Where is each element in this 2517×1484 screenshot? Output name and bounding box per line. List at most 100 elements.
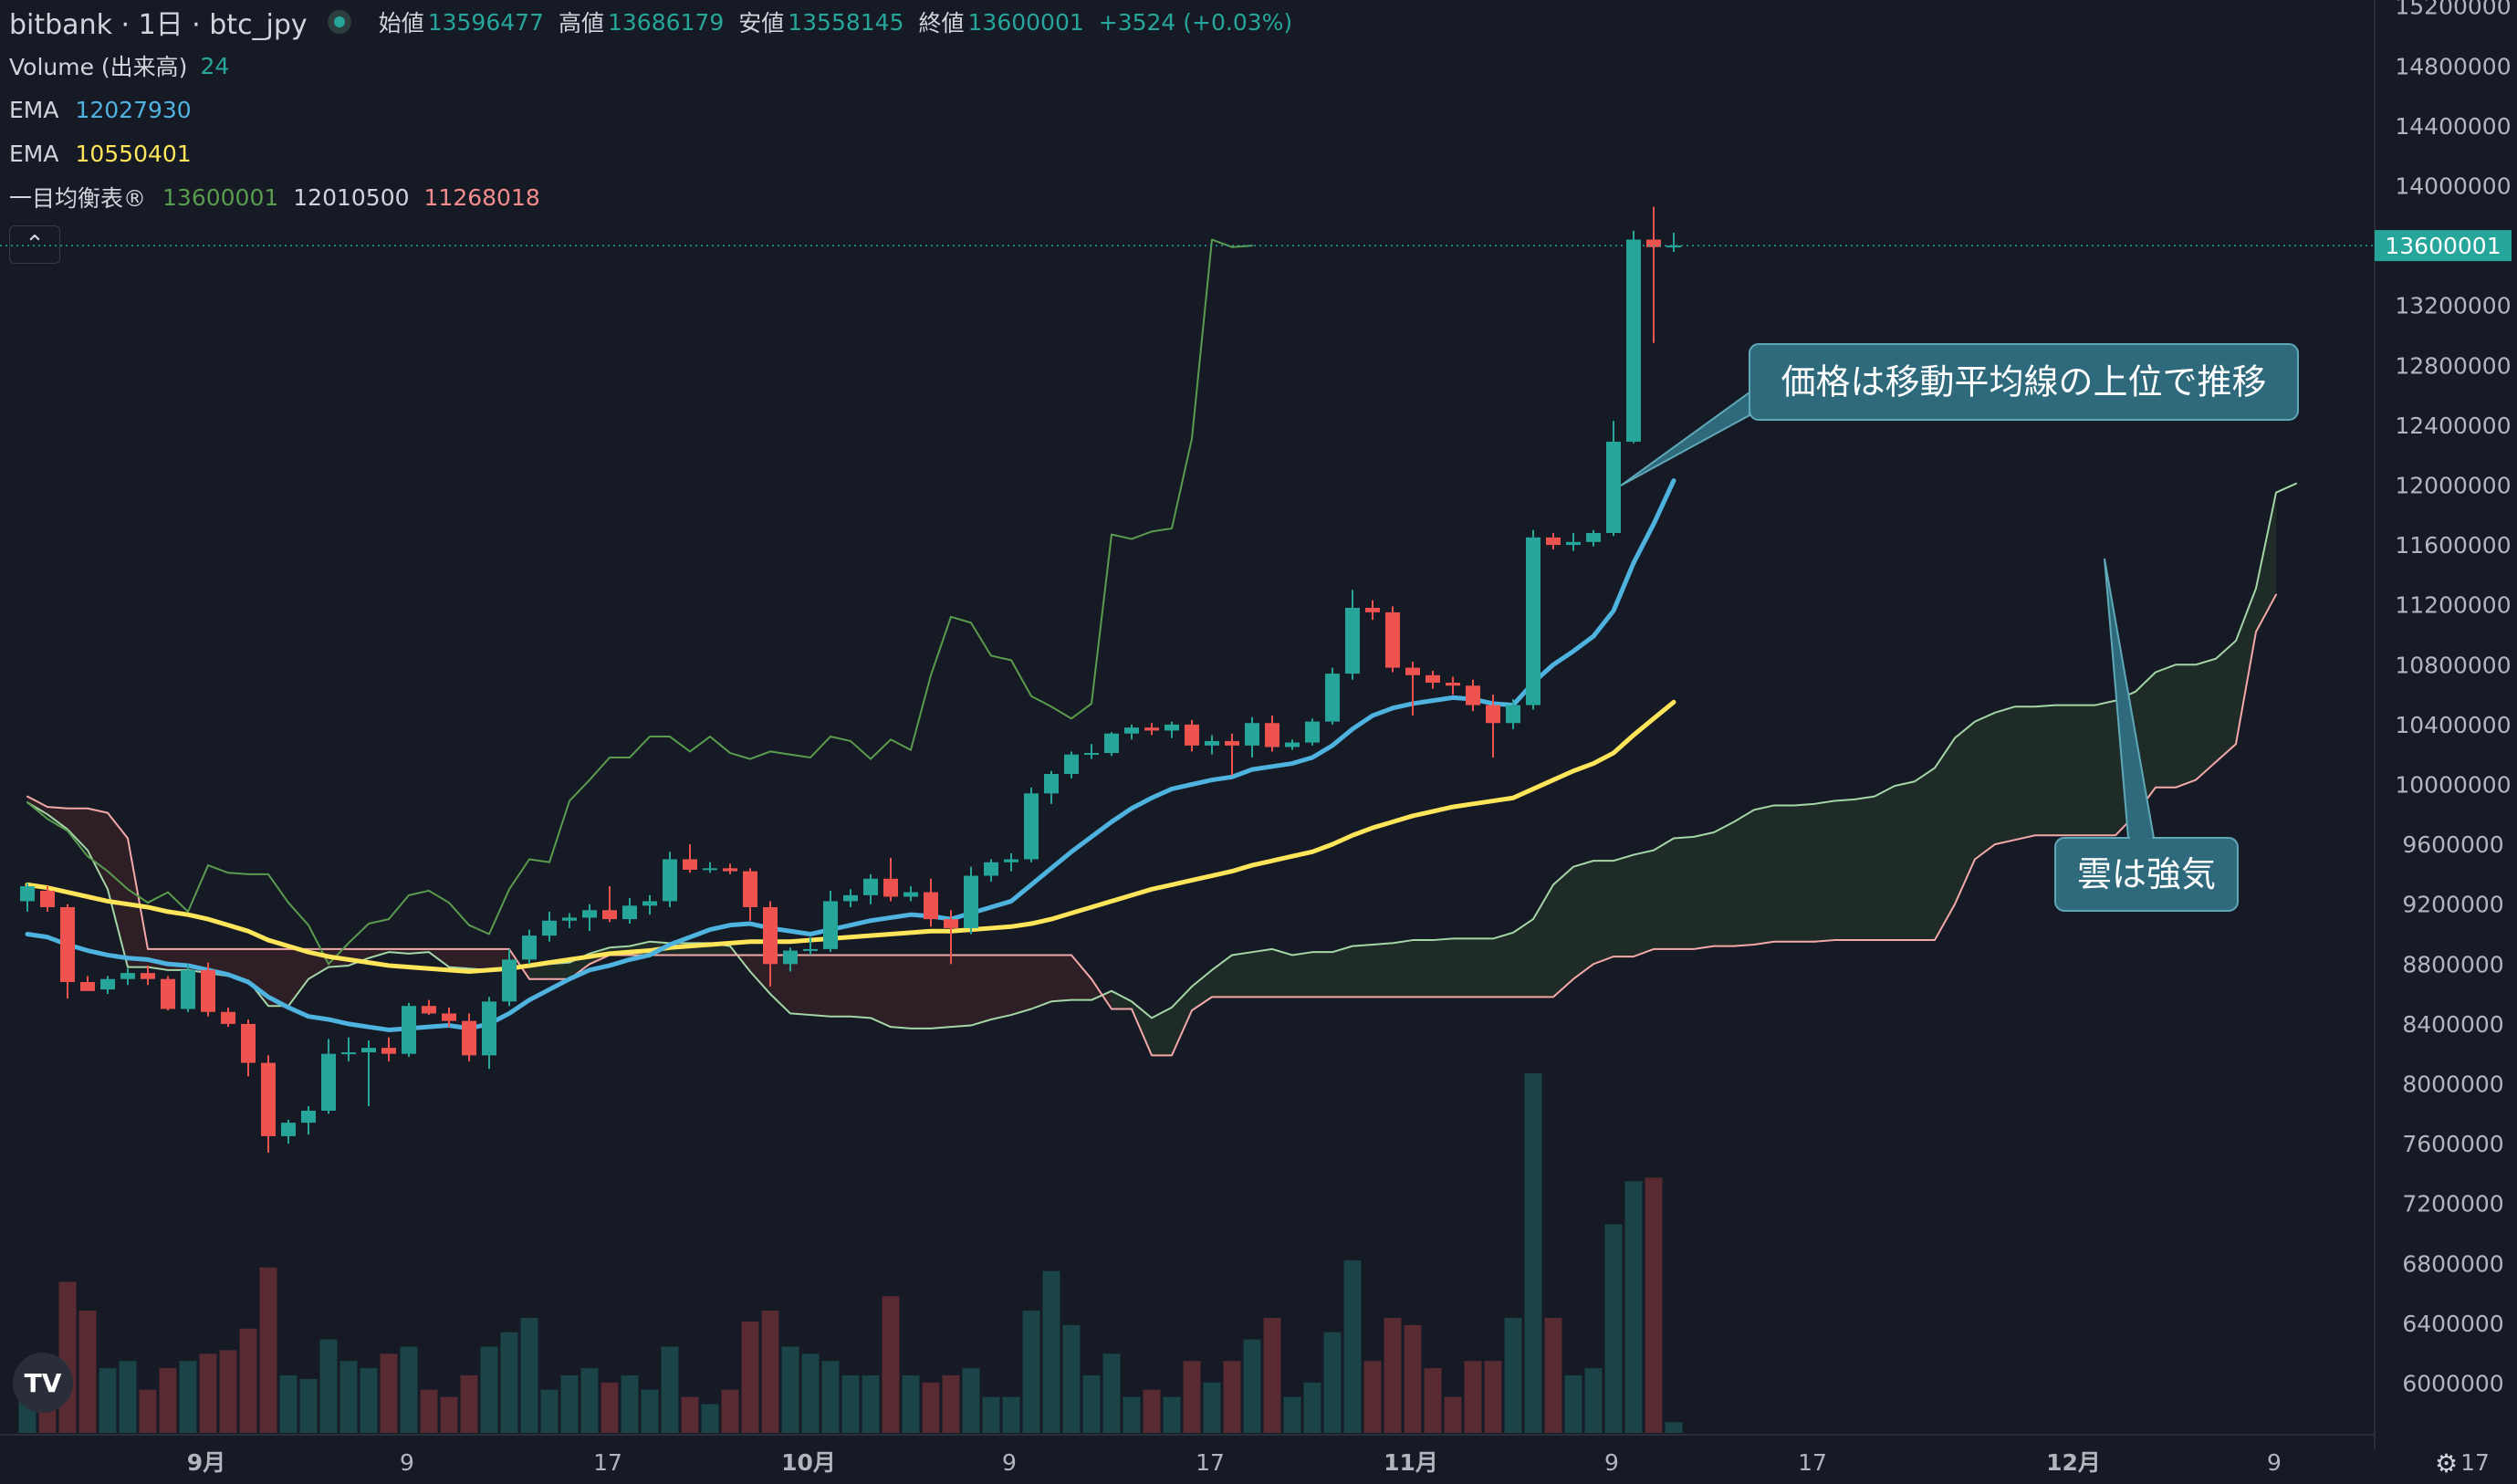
price-tick-label: 8800000 bbox=[2402, 951, 2503, 977]
volume-bar bbox=[862, 1374, 880, 1433]
volume-bar bbox=[1102, 1353, 1121, 1433]
kumo-segment bbox=[1774, 805, 1794, 942]
volume-bar bbox=[681, 1396, 699, 1433]
tradingview-logo-icon[interactable]: TV bbox=[13, 1353, 73, 1413]
price-tick-label: 14400000 bbox=[2395, 113, 2511, 140]
ema-fast-line bbox=[25, 478, 1676, 1032]
callout-box bbox=[1749, 343, 2299, 421]
kumo-layer bbox=[26, 482, 2297, 1057]
volume-bar bbox=[299, 1378, 318, 1433]
candle-body bbox=[582, 910, 597, 918]
candle-body bbox=[944, 919, 958, 928]
chikou-span-line bbox=[26, 238, 1253, 966]
volume-bar bbox=[1624, 1181, 1643, 1433]
ema-fast-legend[interactable]: EMA 12027930 bbox=[9, 88, 1307, 131]
price-tick-label: 14800000 bbox=[2395, 53, 2511, 79]
volume-bar bbox=[761, 1311, 779, 1433]
kumo-segment bbox=[469, 948, 489, 970]
volume-bar bbox=[741, 1321, 759, 1433]
kumo-segment bbox=[830, 955, 851, 1017]
candle-body bbox=[1506, 705, 1520, 724]
kumo-segment bbox=[951, 955, 971, 1028]
volume-bar bbox=[1143, 1389, 1161, 1433]
kumo-segment bbox=[1854, 796, 1875, 941]
kumo-segment bbox=[108, 812, 128, 967]
candle-body bbox=[703, 868, 717, 871]
kumo-segment bbox=[991, 955, 1011, 1019]
ema-slow-legend[interactable]: EMA 10550401 bbox=[9, 131, 1307, 175]
volume-bar bbox=[1464, 1361, 1482, 1433]
volume-bar bbox=[1022, 1311, 1040, 1433]
candle-body bbox=[803, 948, 818, 951]
volume-bar bbox=[78, 1311, 97, 1433]
kumo-segment bbox=[971, 955, 991, 1026]
candle-body bbox=[642, 901, 657, 906]
volume-bar bbox=[962, 1368, 980, 1433]
kumo-segment bbox=[1473, 938, 1493, 998]
symbol-title[interactable]: bitbank · 1日 · btc_jpy bbox=[9, 9, 308, 41]
kumo-segment bbox=[1915, 768, 1935, 941]
candle-body bbox=[1325, 674, 1340, 722]
ichimoku-legend[interactable]: 一目均衡表® 13600001 12010500 11268018 bbox=[9, 175, 1307, 219]
volume-bar bbox=[1645, 1177, 1663, 1433]
settings-gear-icon[interactable]: ⚙ bbox=[2435, 1448, 2459, 1479]
kumo-segment bbox=[730, 946, 750, 972]
kumo-segment bbox=[228, 948, 248, 981]
volume-bar bbox=[982, 1396, 1000, 1433]
kumo-segment bbox=[1654, 838, 1674, 949]
collapse-legend-button[interactable]: ⌃ bbox=[9, 225, 60, 264]
volume-bar bbox=[1223, 1361, 1241, 1433]
ichimoku-value-1: 13600001 bbox=[162, 183, 279, 211]
price-tick-label: 15200000 bbox=[2395, 0, 2511, 20]
candle-body bbox=[1305, 721, 1320, 743]
candle-body bbox=[1466, 685, 1480, 705]
candle-body bbox=[301, 1111, 316, 1123]
candle-body bbox=[1024, 793, 1039, 860]
kumo-segment bbox=[1875, 786, 1895, 941]
volume-bar bbox=[1263, 1317, 1281, 1433]
kumo-segment bbox=[88, 808, 108, 890]
volume-value: 24 bbox=[200, 52, 230, 79]
ema-fast-label: EMA bbox=[9, 96, 59, 123]
volume-bar bbox=[580, 1368, 599, 1433]
volume-bar bbox=[279, 1374, 298, 1433]
candle-body bbox=[221, 1011, 235, 1024]
time-tick-label: 9 bbox=[2267, 1449, 2282, 1476]
kumo-segment bbox=[1794, 803, 1814, 942]
candle-body bbox=[120, 973, 135, 979]
volume-bar bbox=[1424, 1368, 1442, 1433]
volume-layer bbox=[18, 1073, 1683, 1433]
kumo-segment bbox=[1955, 721, 1975, 904]
callout-seam bbox=[2130, 835, 2152, 841]
candle-body bbox=[80, 981, 95, 991]
candle-body bbox=[683, 859, 697, 870]
kumo-segment bbox=[2075, 705, 2095, 836]
candle-body bbox=[903, 892, 918, 897]
volume-legend[interactable]: Volume (出来高) 24 bbox=[9, 44, 1307, 88]
kumo-segment bbox=[1232, 952, 1252, 998]
kumo-segment bbox=[2176, 664, 2196, 788]
kumo-segment bbox=[529, 964, 549, 979]
open-label: 始値 bbox=[378, 10, 424, 37]
kumo-segment bbox=[1814, 800, 1834, 942]
candle-body bbox=[402, 1006, 416, 1054]
candle-body bbox=[20, 886, 35, 902]
kumo-segment bbox=[2156, 664, 2176, 788]
change-value: +3524 (+0.03%) bbox=[1098, 8, 1293, 36]
time-tick-label: 17 bbox=[1798, 1449, 1827, 1476]
ichimoku-value-2: 12010500 bbox=[293, 183, 410, 211]
volume-bar bbox=[1042, 1270, 1060, 1433]
kumo-segment bbox=[1272, 948, 1292, 998]
kumo-segment bbox=[1935, 737, 1955, 941]
close-value: 13600001 bbox=[967, 8, 1084, 36]
candle-body bbox=[1104, 733, 1119, 754]
candle-body bbox=[60, 906, 75, 982]
kumo-segment bbox=[1352, 944, 1373, 998]
kumo-segment bbox=[1373, 943, 1393, 998]
volume-bar bbox=[1504, 1317, 1522, 1433]
candle-body bbox=[40, 890, 55, 907]
price-tick-label: 11200000 bbox=[2395, 592, 2511, 619]
price-tick-label: 6400000 bbox=[2402, 1311, 2503, 1337]
